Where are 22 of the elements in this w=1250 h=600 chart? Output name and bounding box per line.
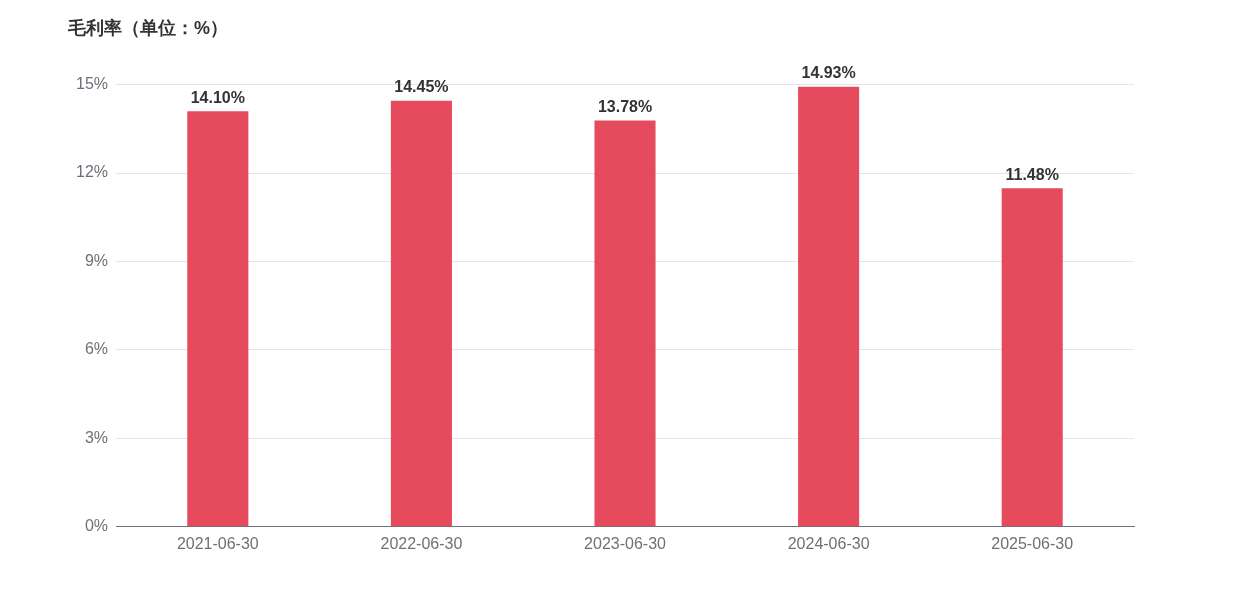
data-label: 13.78% xyxy=(597,97,653,115)
bar xyxy=(798,86,860,527)
data-label: 14.93% xyxy=(801,64,856,82)
chart-title: 毛利率（单位：%） xyxy=(67,17,229,38)
x-tick-label: 2022-06-30 xyxy=(380,534,463,552)
x-tick-label: 2025-06-30 xyxy=(991,534,1074,552)
data-label: 14.10% xyxy=(190,88,245,106)
bar xyxy=(594,120,656,527)
data-label: 14.45% xyxy=(394,78,449,96)
x-tick-label: 2023-06-30 xyxy=(584,534,667,552)
x-tick-label: 2021-06-30 xyxy=(176,534,259,552)
data-label: 11.48% xyxy=(1005,165,1059,183)
bar xyxy=(1001,188,1063,527)
y-tick-label: 12% xyxy=(75,163,109,181)
x-tick-label: 2024-06-30 xyxy=(787,534,870,552)
bar xyxy=(187,111,249,527)
y-tick-label: 15% xyxy=(75,75,109,93)
y-tick-label: 3% xyxy=(84,428,109,446)
bar xyxy=(390,100,452,527)
y-tick-label: 0% xyxy=(84,517,109,535)
y-tick-label: 6% xyxy=(84,340,109,358)
y-tick-label: 9% xyxy=(84,251,109,269)
